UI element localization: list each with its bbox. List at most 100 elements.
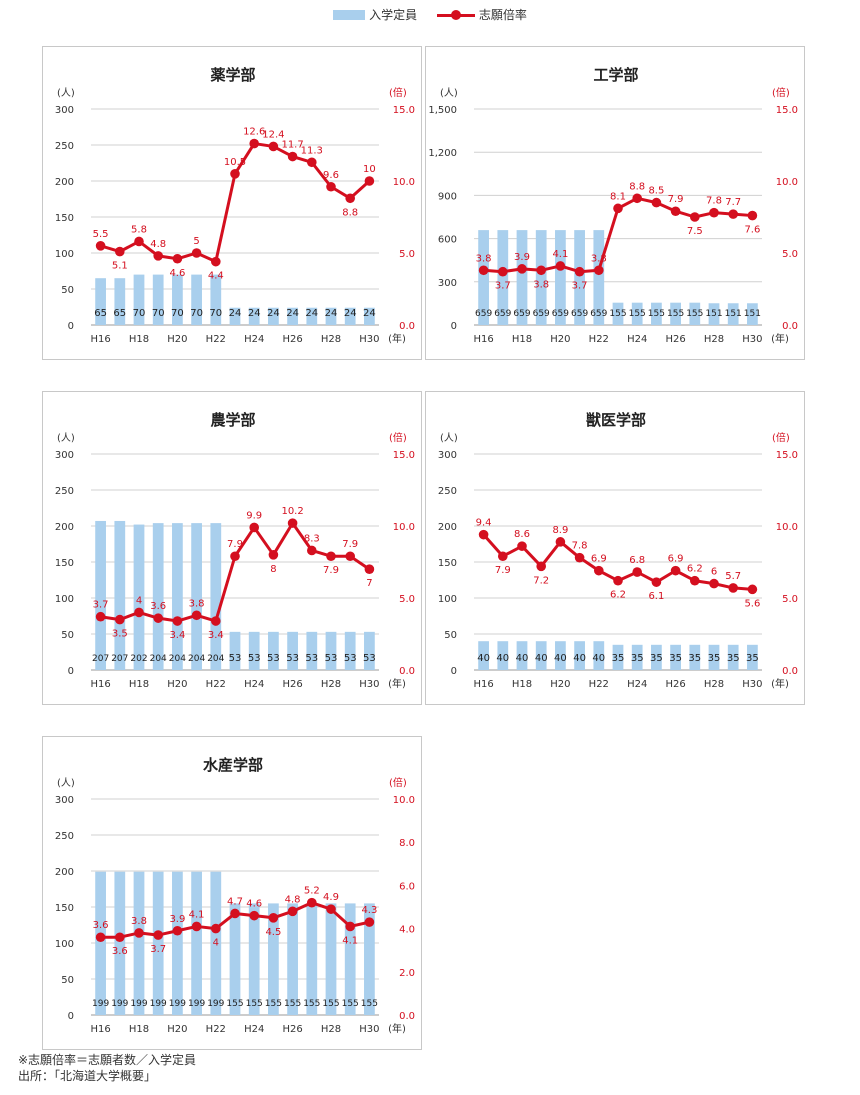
x-tick-label: H16 bbox=[90, 334, 110, 345]
source-note: 出所：｢北海道大学概要｣ bbox=[18, 1069, 151, 1083]
bar-value-label: 155 bbox=[226, 999, 243, 1009]
line-value-label: 4.1 bbox=[342, 935, 358, 946]
bar bbox=[287, 631, 298, 670]
line-point bbox=[134, 607, 144, 618]
bar bbox=[229, 631, 241, 670]
right-tick-label: 10.0 bbox=[776, 177, 798, 188]
line-value-label: 7.8 bbox=[572, 541, 588, 552]
line-value-label: 4.9 bbox=[323, 892, 339, 903]
left-tick-label: 300 bbox=[55, 450, 74, 461]
x-tick-label: H28 bbox=[321, 679, 341, 690]
bar bbox=[574, 641, 585, 670]
bar bbox=[516, 230, 528, 325]
bar bbox=[574, 230, 585, 325]
chart-title: 薬学部 bbox=[209, 66, 255, 84]
line-value-label: 4.1 bbox=[552, 249, 568, 260]
bar-value-label: 53 bbox=[229, 653, 242, 664]
right-tick-label: 10.0 bbox=[393, 177, 415, 188]
bar-value-label: 24 bbox=[229, 308, 242, 319]
x-tick-label: H30 bbox=[359, 334, 379, 345]
line-point bbox=[153, 251, 163, 261]
line-value-label: 12.4 bbox=[262, 129, 284, 140]
bar bbox=[555, 230, 566, 325]
bar bbox=[708, 644, 720, 670]
left-tick-label: 250 bbox=[55, 141, 74, 152]
right-tick-label: 2.0 bbox=[399, 968, 415, 979]
bar-value-label: 204 bbox=[169, 654, 186, 664]
line-value-label: 9.6 bbox=[323, 170, 339, 181]
bar-value-label: 207 bbox=[92, 654, 109, 664]
right-axis-unit: (倍) bbox=[389, 776, 407, 789]
line-point bbox=[115, 614, 125, 625]
bar bbox=[268, 903, 279, 1015]
right-tick-label: 5.0 bbox=[399, 594, 415, 605]
line-point bbox=[613, 203, 623, 214]
left-tick-label: 150 bbox=[55, 213, 74, 224]
line-value-label: 6.8 bbox=[629, 555, 645, 566]
line-point bbox=[249, 138, 259, 149]
right-tick-label: 5.0 bbox=[782, 249, 798, 260]
line-value-label: 3.6 bbox=[112, 946, 128, 957]
chart-title: 水産学部 bbox=[203, 756, 263, 774]
right-axis-unit: (倍) bbox=[772, 86, 790, 99]
bar-value-label: 70 bbox=[152, 308, 165, 319]
line-point bbox=[345, 551, 356, 562]
right-tick-label: 0.0 bbox=[782, 321, 798, 332]
bar bbox=[651, 644, 662, 670]
left-tick-label: 50 bbox=[61, 630, 74, 641]
bar bbox=[229, 903, 241, 1015]
line-value-label: 5.2 bbox=[304, 886, 320, 897]
left-tick-label: 200 bbox=[55, 522, 74, 533]
left-tick-label: 100 bbox=[55, 249, 74, 260]
bar bbox=[344, 631, 356, 670]
bar bbox=[152, 871, 164, 1015]
line-point bbox=[230, 169, 240, 179]
line-point bbox=[307, 157, 317, 168]
x-tick-label: H18 bbox=[512, 334, 532, 345]
bar bbox=[364, 307, 375, 325]
bar-value-label: 35 bbox=[631, 653, 644, 664]
line-point bbox=[211, 616, 221, 626]
line-value-label: 3.4 bbox=[208, 630, 224, 641]
x-tick-label: H24 bbox=[627, 679, 647, 690]
line-value-label: 8 bbox=[270, 564, 276, 575]
left-tick-label: 300 bbox=[438, 450, 457, 461]
right-tick-label: 5.0 bbox=[399, 249, 415, 260]
bar-value-label: 40 bbox=[592, 653, 605, 664]
line-value-label: 4 bbox=[213, 938, 219, 949]
x-tick-label: H26 bbox=[282, 1024, 302, 1035]
line-point bbox=[230, 908, 240, 919]
bar bbox=[114, 278, 126, 325]
line-point bbox=[632, 193, 642, 204]
bar-value-label: 53 bbox=[267, 653, 280, 664]
x-tick-label: H26 bbox=[665, 679, 685, 690]
right-tick-label: 10.0 bbox=[393, 522, 415, 533]
bar-value-label: 199 bbox=[169, 999, 186, 1009]
left-tick-label: 50 bbox=[61, 975, 74, 986]
x-tick-label: H30 bbox=[742, 334, 762, 345]
line-point bbox=[287, 151, 298, 162]
bar bbox=[631, 302, 643, 325]
line-point bbox=[211, 923, 221, 934]
left-tick-label: 150 bbox=[55, 903, 74, 914]
bar bbox=[306, 307, 318, 325]
bar bbox=[344, 307, 356, 325]
bar-value-label: 199 bbox=[207, 999, 224, 1009]
bar-value-label: 659 bbox=[552, 309, 569, 319]
line-value-label: 10.2 bbox=[281, 506, 303, 517]
bar bbox=[133, 871, 145, 1015]
bar bbox=[306, 903, 318, 1015]
x-tick-label: H28 bbox=[321, 334, 341, 345]
left-tick-label: 0 bbox=[68, 1011, 74, 1022]
line-point bbox=[345, 193, 356, 204]
bar-value-label: 35 bbox=[669, 653, 682, 664]
line-point bbox=[478, 265, 489, 276]
line-point bbox=[191, 610, 202, 621]
line-point bbox=[95, 932, 106, 943]
bar-value-label: 24 bbox=[305, 308, 318, 319]
bar bbox=[535, 641, 547, 670]
right-axis-unit: (倍) bbox=[389, 86, 407, 99]
right-tick-label: 0.0 bbox=[399, 321, 415, 332]
bar bbox=[747, 644, 758, 670]
bar-value-label: 24 bbox=[363, 308, 376, 319]
